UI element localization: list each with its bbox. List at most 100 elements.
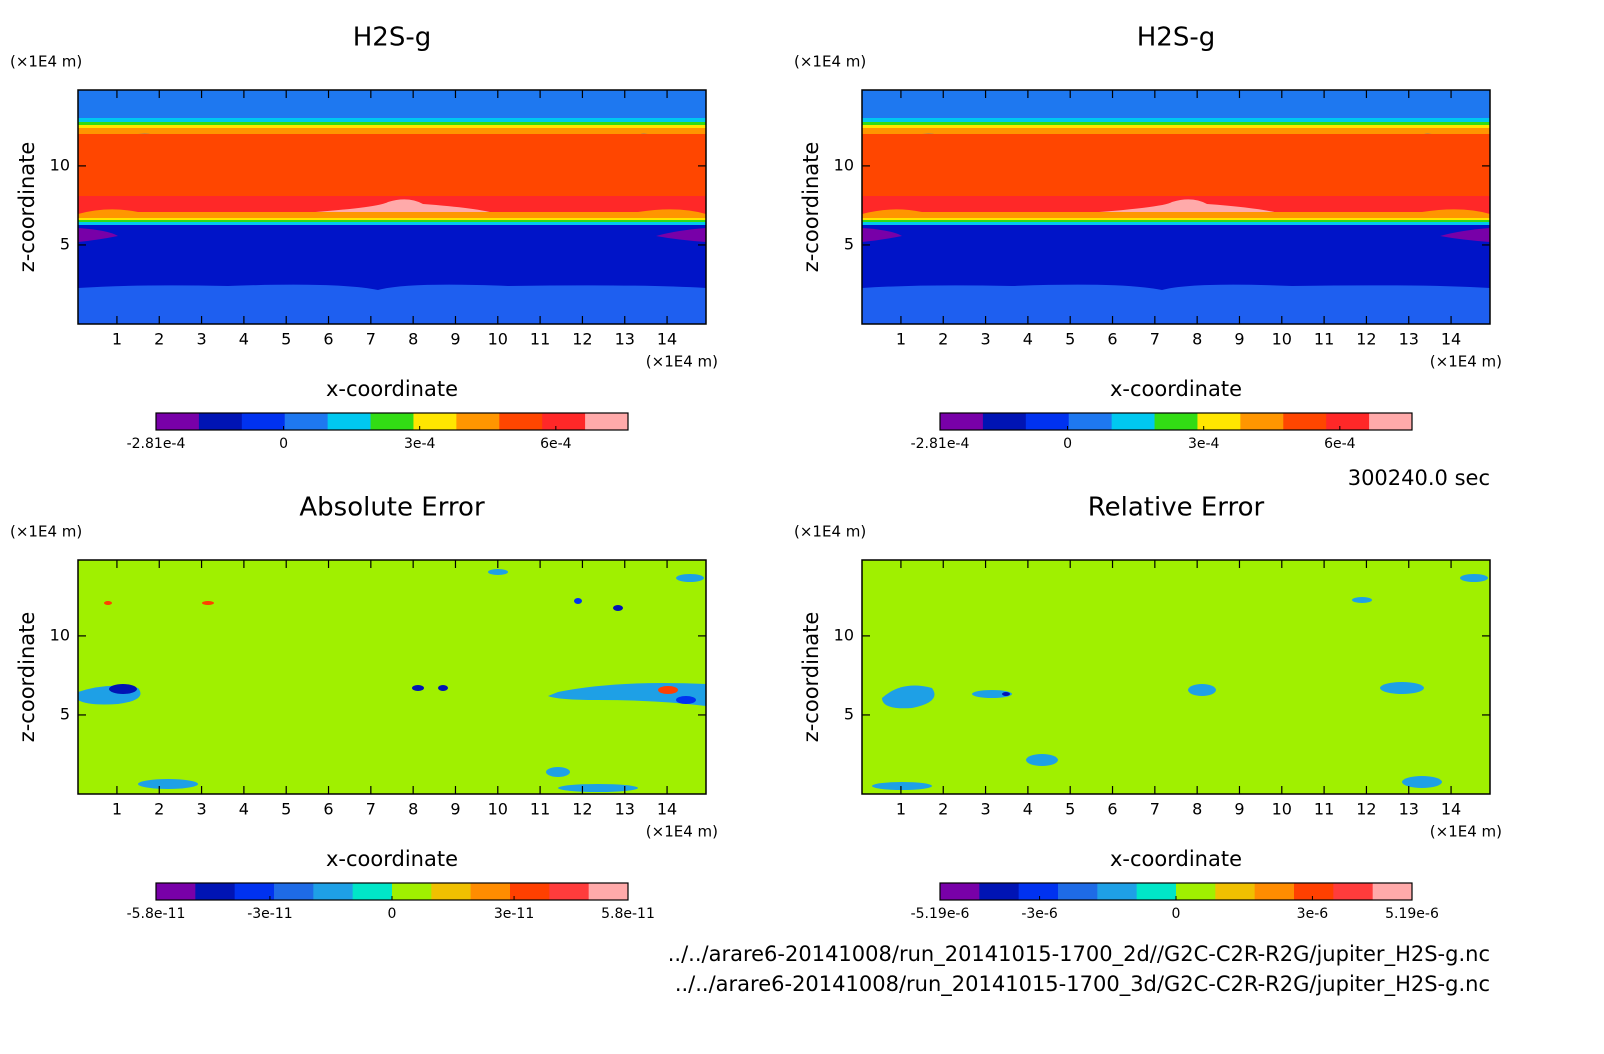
colorbar-tick-label: 0 <box>279 436 288 452</box>
x-tick-label: 1 <box>112 330 122 349</box>
colorbar-segment <box>1326 413 1370 430</box>
colorbar-segment <box>431 883 472 900</box>
x-tick-label: 14 <box>657 330 677 349</box>
colorbar-tick-label: 3e-11 <box>494 906 534 922</box>
x-tick-label: 1 <box>896 330 906 349</box>
colorbar-tick-label: 5.8e-11 <box>601 906 655 922</box>
x-axis-title: x-coordinate <box>1110 847 1242 871</box>
x-tick-label: 6 <box>323 330 333 349</box>
file-path: ../../arare6-20141008/run_20141015-1700_… <box>668 942 1490 967</box>
x-unit: (×1E4 m) <box>1430 823 1502 841</box>
x-tick-label: 13 <box>615 800 635 819</box>
y-tick-label: 10 <box>50 625 70 644</box>
contour-field <box>78 90 706 324</box>
colorbar-segment <box>1294 883 1334 900</box>
colorbar-segment <box>352 883 393 900</box>
x-tick-label: 7 <box>366 800 376 819</box>
colorbar-segment <box>456 413 500 430</box>
x-tick-label: 5 <box>281 330 291 349</box>
x-tick-label: 11 <box>530 800 550 819</box>
colorbar-segment <box>510 883 550 900</box>
colorbar-tick-label: -3e-6 <box>1021 906 1058 922</box>
x-tick-label: 8 <box>1192 330 1202 349</box>
chart-title: H2S-g <box>353 23 431 53</box>
colorbar-tick-label: 5.19e-6 <box>1385 906 1439 922</box>
colorbar-segment <box>470 883 511 900</box>
y-unit: (×1E4 m) <box>10 53 82 71</box>
x-tick-label: 4 <box>239 330 249 349</box>
x-tick-label: 8 <box>408 800 418 819</box>
colorbar-segment <box>156 413 200 430</box>
x-tick-label: 10 <box>1272 330 1292 349</box>
x-tick-label: 2 <box>154 800 164 819</box>
x-tick-label: 3 <box>196 330 206 349</box>
colorbar-segment <box>588 883 629 900</box>
x-tick-label: 9 <box>1234 800 1244 819</box>
y-axis-title: z-coordinate <box>799 142 823 273</box>
colorbar-segment <box>156 883 196 900</box>
colorbar-segment <box>499 413 543 430</box>
colorbar-segment <box>413 413 457 430</box>
x-axis-title: x-coordinate <box>326 377 458 401</box>
file-path: ../../arare6-20141008/run_20141015-1700_… <box>675 972 1490 997</box>
x-tick-label: 2 <box>938 330 948 349</box>
contour-field <box>78 560 706 794</box>
x-unit: (×1E4 m) <box>646 823 718 841</box>
x-tick-label: 1 <box>896 800 906 819</box>
y-tick-label: 10 <box>834 625 854 644</box>
x-tick-label: 14 <box>1441 330 1461 349</box>
y-tick-label: 5 <box>60 704 70 723</box>
colorbar-segment <box>1068 413 1113 430</box>
colorbar-segment <box>979 883 1020 900</box>
colorbar-segment <box>327 413 372 430</box>
y-tick-label: 10 <box>50 155 70 174</box>
contour-field <box>862 560 1490 794</box>
x-tick-label: 5 <box>281 800 291 819</box>
x-tick-label: 7 <box>366 330 376 349</box>
colorbar-segment <box>585 413 629 430</box>
colorbar-tick-label: 3e-6 <box>1297 906 1329 922</box>
x-tick-label: 12 <box>572 800 592 819</box>
x-tick-label: 13 <box>615 330 635 349</box>
colorbar-segment <box>1369 413 1413 430</box>
y-axis-title: z-coordinate <box>799 612 823 743</box>
x-tick-label: 14 <box>657 800 677 819</box>
plot-frame <box>861 89 1491 325</box>
x-tick-label: 7 <box>1150 330 1160 349</box>
y-unit: (×1E4 m) <box>794 53 866 71</box>
x-tick-label: 10 <box>488 330 508 349</box>
x-tick-label: 6 <box>1107 330 1117 349</box>
contour-field <box>862 90 1490 324</box>
x-tick-label: 6 <box>1107 800 1117 819</box>
x-tick-label: 4 <box>1023 800 1033 819</box>
x-tick-label: 1 <box>112 800 122 819</box>
x-tick-label: 3 <box>980 330 990 349</box>
y-tick-label: 5 <box>844 704 854 723</box>
y-unit: (×1E4 m) <box>10 523 82 541</box>
x-tick-label: 14 <box>1441 800 1461 819</box>
colorbar-segment <box>234 883 275 900</box>
colorbar-segment <box>940 883 980 900</box>
plot-frame <box>77 89 707 325</box>
colorbar-segment <box>1136 883 1177 900</box>
colorbar-segment <box>1333 883 1374 900</box>
colorbar-segment <box>549 883 590 900</box>
colorbar-segment <box>1254 883 1295 900</box>
x-tick-label: 7 <box>1150 800 1160 819</box>
x-tick-label: 9 <box>1234 330 1244 349</box>
chart-title: Absolute Error <box>299 493 485 523</box>
time-label: 300240.0 sec <box>1348 466 1490 490</box>
colorbar-tick-label: 6e-4 <box>1324 436 1356 452</box>
x-tick-label: 13 <box>1399 800 1419 819</box>
y-axis-title: z-coordinate <box>15 612 39 743</box>
colorbar-segment <box>284 413 329 430</box>
y-tick-label: 5 <box>844 234 854 253</box>
colorbar-segment <box>313 883 354 900</box>
colorbar-segment <box>241 413 286 430</box>
colorbar-segment <box>274 883 314 900</box>
x-tick-label: 6 <box>323 800 333 819</box>
colorbar-tick-label: -5.19e-6 <box>911 906 970 922</box>
colorbar-segment <box>1372 883 1413 900</box>
colorbar-tick-label: 0 <box>388 906 397 922</box>
